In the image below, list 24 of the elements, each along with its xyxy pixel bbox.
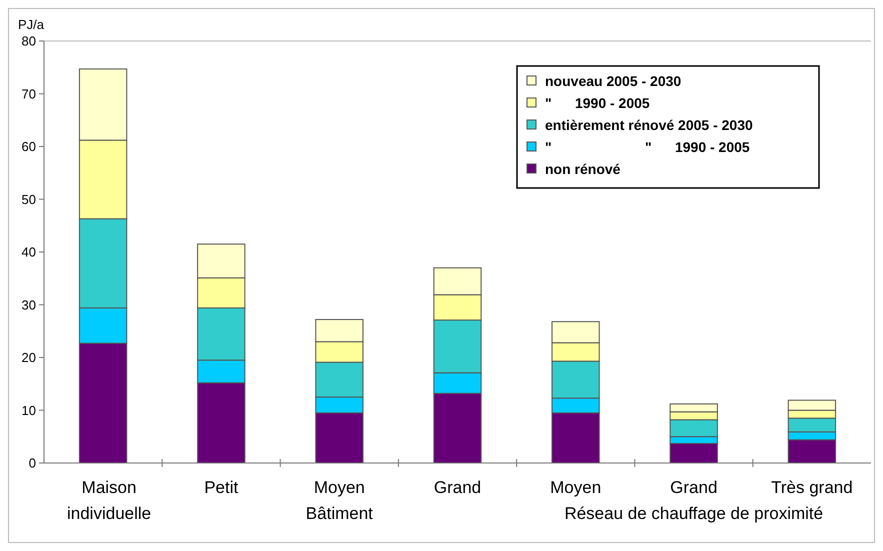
legend-label: " 1990 - 2005 bbox=[545, 94, 650, 111]
y-tick-label: 30 bbox=[22, 297, 36, 312]
legend-label: non rénové bbox=[545, 160, 621, 177]
y-tick-label: 80 bbox=[22, 34, 36, 49]
x-tick-label: Moyen bbox=[550, 478, 602, 497]
x-tick-label: Très grand bbox=[771, 478, 853, 497]
text: Bâtiment bbox=[306, 504, 374, 523]
y-tick-label: 50 bbox=[22, 192, 36, 207]
x-tick-label: Grand bbox=[670, 478, 718, 497]
y-axis-title: PJ/a bbox=[18, 17, 45, 32]
legend-label: entièrement rénové 2005 - 2030 bbox=[545, 116, 753, 133]
text: Réseau de chauffage de proximité bbox=[564, 504, 824, 523]
x-tick-label: Grand bbox=[434, 478, 482, 497]
x-tick-label: Maison individuelle bbox=[67, 478, 152, 523]
legend-label: nouveau 2005 - 2030 bbox=[545, 72, 682, 89]
y-tick-label: 60 bbox=[22, 139, 36, 154]
y-tick-label: 20 bbox=[22, 350, 36, 366]
x-tick-label: Moyen bbox=[314, 478, 365, 497]
x-tick-label: Petit bbox=[204, 478, 238, 497]
y-tick-label: 40 bbox=[22, 244, 36, 260]
y-tick-label: 10 bbox=[22, 402, 36, 418]
legend-label: " " 1990 - 2005 bbox=[545, 138, 750, 155]
y-tick-label: 70 bbox=[22, 86, 36, 102]
y-tick-label: 0 bbox=[28, 456, 36, 471]
